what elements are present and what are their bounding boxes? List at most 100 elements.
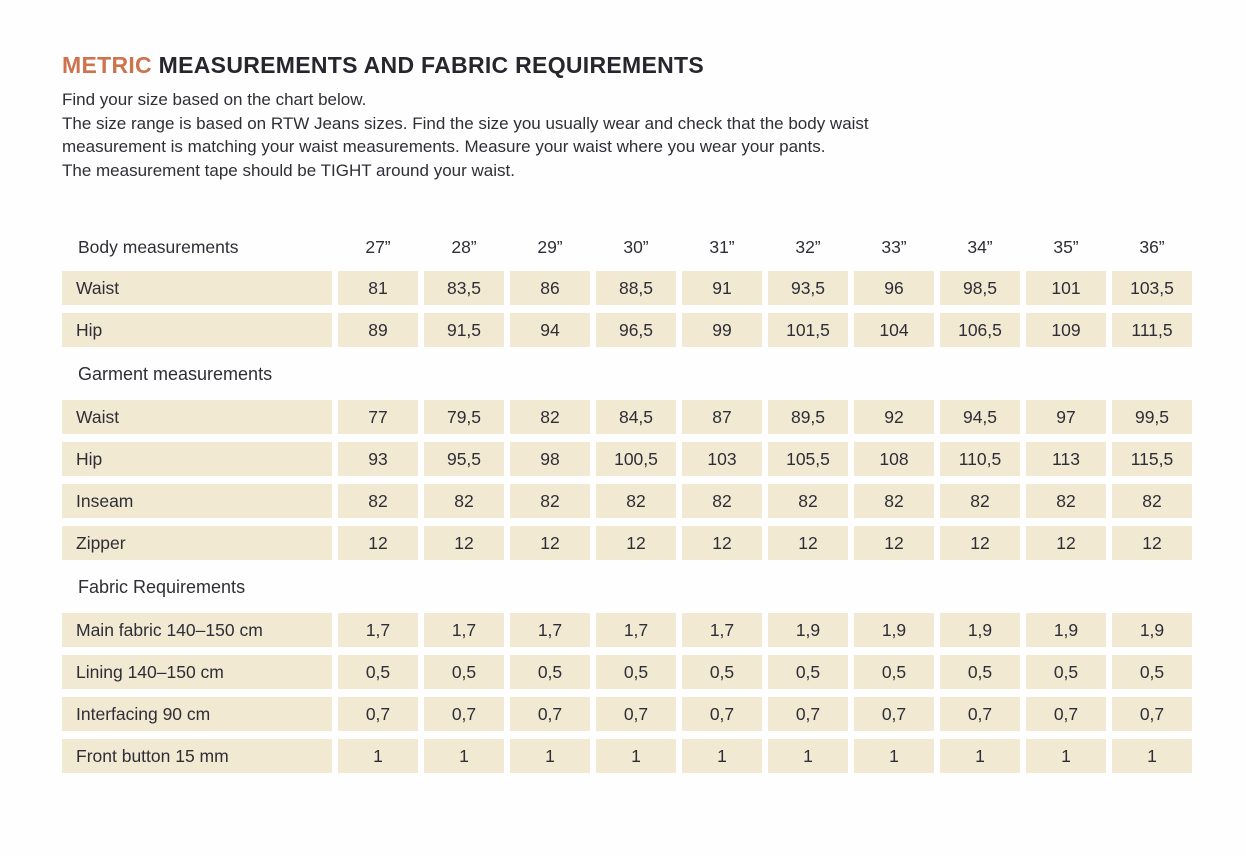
- value-cell: 99: [682, 313, 762, 347]
- size-table: Body measurements 27” 28” 29” 30” 31” 32” 33” 34…: [62, 232, 1194, 773]
- section-title: Fabric Requirements: [78, 577, 246, 597]
- value-cell: 79,5: [424, 400, 504, 434]
- value-cell: 82: [510, 484, 590, 518]
- value-cell: 12: [768, 526, 848, 560]
- value-cell: 1,7: [596, 613, 676, 647]
- value-cell: 82: [510, 400, 590, 434]
- value-cell: 0,5: [768, 655, 848, 689]
- value-cell: 1,9: [768, 613, 848, 647]
- intro-line-1: Find your size based on the chart below.: [62, 90, 367, 109]
- value-cell: 0,5: [510, 655, 590, 689]
- value-cell: 1,9: [1026, 613, 1106, 647]
- value-cell: 103,5: [1112, 271, 1192, 305]
- value-cell: 82: [940, 484, 1020, 518]
- value-cell: 1: [1026, 739, 1106, 773]
- value-cell: 103: [682, 442, 762, 476]
- row-label: Interfacing 90 cm: [62, 697, 332, 731]
- value-cell: 0,7: [510, 697, 590, 731]
- table-row: Main fabric 140–150 cm 1,7 1,7 1,7 1,7 1,7 1,9…: [62, 613, 1194, 647]
- value-cell: 109: [1026, 313, 1106, 347]
- value-cell: 98: [510, 442, 590, 476]
- value-cell: 82: [768, 484, 848, 518]
- value-cell: 12: [1112, 526, 1192, 560]
- page-title-rest: MEASUREMENTS AND FABRIC REQUIREMENTS: [158, 52, 705, 78]
- value-cell: 0,5: [940, 655, 1020, 689]
- value-cell: 82: [338, 484, 418, 518]
- value-cell: 1: [940, 739, 1020, 773]
- value-cell: 0,5: [1026, 655, 1106, 689]
- value-cell: 108: [854, 442, 934, 476]
- value-cell: 0,5: [854, 655, 934, 689]
- value-cell: 1: [854, 739, 934, 773]
- value-cell: 82: [682, 484, 762, 518]
- value-cell: 97: [1026, 400, 1106, 434]
- table-row: Front button 15 mm 1 1 1 1 1 1 1 1 1 1: [62, 739, 1194, 773]
- size-column-header: 29”: [537, 236, 563, 257]
- value-cell: 12: [510, 526, 590, 560]
- row-label: Inseam: [62, 484, 332, 518]
- value-cell: 101,5: [768, 313, 848, 347]
- value-cell: 1,7: [338, 613, 418, 647]
- value-cell: 12: [424, 526, 504, 560]
- document-page: METRIC MEASUREMENTS AND FABRIC REQUIREME…: [62, 52, 1196, 773]
- value-cell: 1,9: [854, 613, 934, 647]
- value-cell: 0,7: [682, 697, 762, 731]
- value-cell: 1: [510, 739, 590, 773]
- size-column-header: 34”: [967, 236, 993, 257]
- value-cell: 1: [1112, 739, 1192, 773]
- value-cell: 88,5: [596, 271, 676, 305]
- row-label: Hip: [62, 442, 332, 476]
- value-cell: 0,5: [424, 655, 504, 689]
- value-cell: 0,7: [768, 697, 848, 731]
- row-label: Front button 15 mm: [62, 739, 332, 773]
- value-cell: 77: [338, 400, 418, 434]
- table-row: Zipper 12 12 12 12 12 12 12 12 12 12: [62, 526, 1194, 560]
- value-cell: 1: [682, 739, 762, 773]
- value-cell: 89,5: [768, 400, 848, 434]
- table-row: Waist 81 83,5 86 88,5 91 93,5 96 98,5 101 103,5: [62, 271, 1194, 305]
- value-cell: 94,5: [940, 400, 1020, 434]
- value-cell: 1: [768, 739, 848, 773]
- size-column-header: 30”: [623, 236, 649, 257]
- value-cell: 83,5: [424, 271, 504, 305]
- value-cell: 0,5: [338, 655, 418, 689]
- value-cell: 106,5: [940, 313, 1020, 347]
- section-title: Garment measurements: [78, 364, 273, 384]
- table-row: Inseam 82 82 82 82 82 82 82 82 82 82: [62, 484, 1194, 518]
- value-cell: 0,7: [596, 697, 676, 731]
- value-cell: 96: [854, 271, 934, 305]
- value-cell: 0,7: [1026, 697, 1106, 731]
- value-cell: 84,5: [596, 400, 676, 434]
- row-label: Lining 140–150 cm: [62, 655, 332, 689]
- value-cell: 0,7: [940, 697, 1020, 731]
- value-cell: 115,5: [1112, 442, 1192, 476]
- value-cell: 89: [338, 313, 418, 347]
- table-row: Interfacing 90 cm 0,7 0,7 0,7 0,7 0,7 0,7 0,7 0,…: [62, 697, 1194, 731]
- value-cell: 0,5: [596, 655, 676, 689]
- value-cell: 1,9: [940, 613, 1020, 647]
- value-cell: 1: [424, 739, 504, 773]
- intro-text: Find your size based on the chart below.…: [62, 88, 1196, 182]
- value-cell: 113: [1026, 442, 1106, 476]
- size-column-header: 31”: [709, 236, 735, 257]
- size-column-header: 36”: [1139, 236, 1165, 257]
- value-cell: 111,5: [1112, 313, 1192, 347]
- value-cell: 96,5: [596, 313, 676, 347]
- value-cell: 12: [682, 526, 762, 560]
- row-label: Zipper: [62, 526, 332, 560]
- value-cell: 93,5: [768, 271, 848, 305]
- row-label: Waist: [62, 271, 332, 305]
- value-cell: 1: [596, 739, 676, 773]
- value-cell: 98,5: [940, 271, 1020, 305]
- value-cell: 12: [596, 526, 676, 560]
- value-cell: 91: [682, 271, 762, 305]
- value-cell: 110,5: [940, 442, 1020, 476]
- size-column-header: 33”: [881, 236, 907, 257]
- column-header-label: Body measurements: [78, 236, 239, 257]
- value-cell: 101: [1026, 271, 1106, 305]
- value-cell: 0,7: [854, 697, 934, 731]
- value-cell: 82: [1112, 484, 1192, 518]
- value-cell: 95,5: [424, 442, 504, 476]
- value-cell: 82: [596, 484, 676, 518]
- value-cell: 87: [682, 400, 762, 434]
